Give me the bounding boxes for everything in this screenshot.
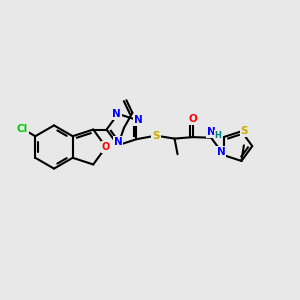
Text: N: N (217, 147, 225, 157)
Text: H: H (214, 131, 221, 140)
Text: Cl: Cl (17, 124, 28, 134)
Text: N: N (207, 127, 215, 137)
Text: O: O (102, 142, 110, 152)
Text: N: N (114, 136, 122, 147)
Text: S: S (241, 126, 248, 136)
Text: N: N (112, 109, 121, 119)
Text: O: O (188, 114, 197, 124)
Text: N: N (134, 115, 142, 125)
Text: S: S (152, 130, 160, 141)
